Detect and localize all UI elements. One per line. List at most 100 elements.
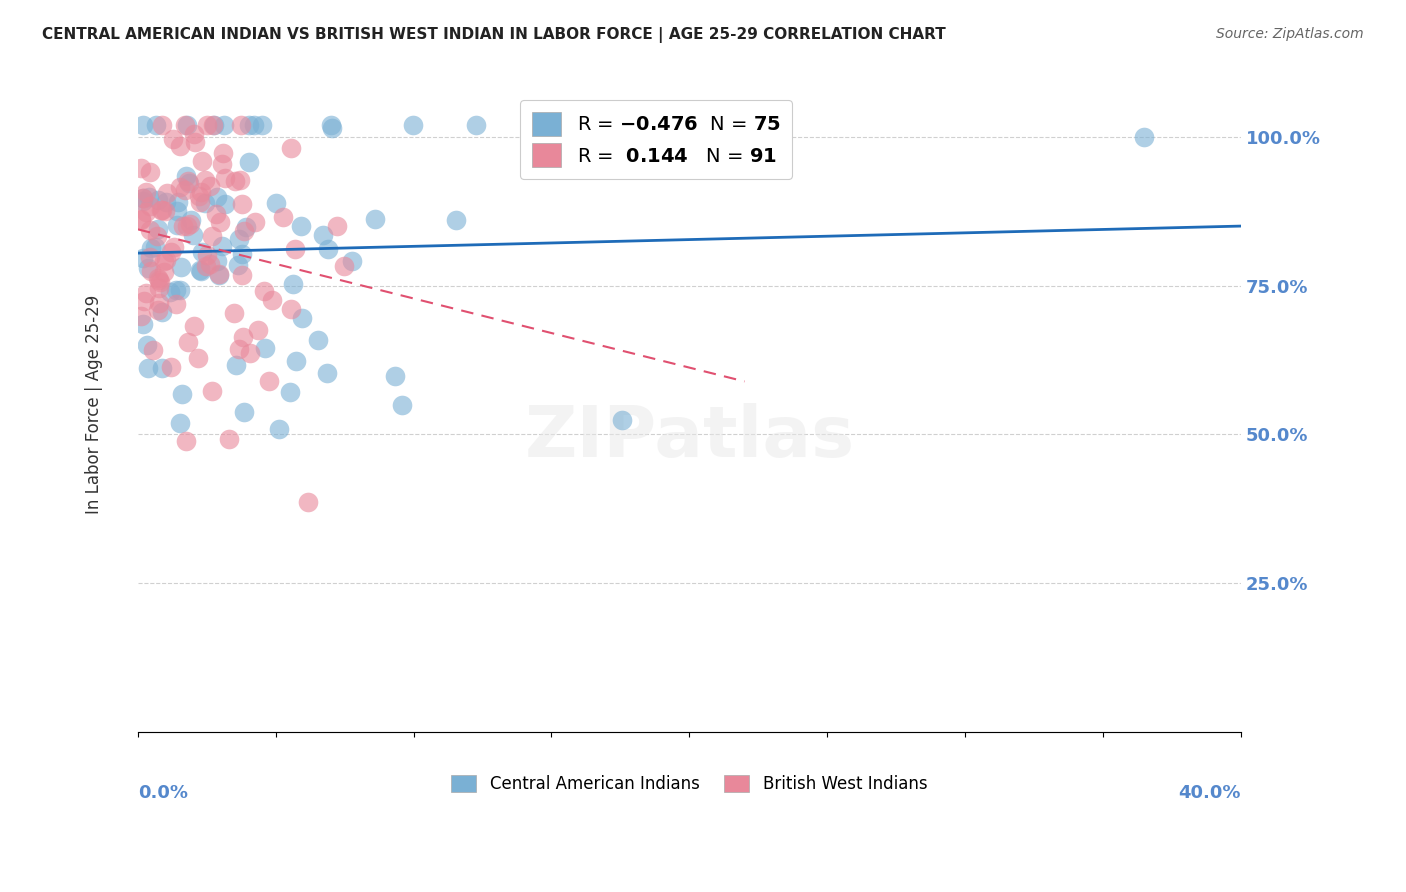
Point <box>180 213 202 227</box>
Point <box>232 330 254 344</box>
Point <box>148 194 170 208</box>
Point <box>188 189 211 203</box>
Point <box>129 213 152 227</box>
Point <box>297 495 319 509</box>
Point <box>150 203 173 218</box>
Point <box>243 214 266 228</box>
Point <box>152 118 174 132</box>
Point <box>214 171 236 186</box>
Point <box>150 304 173 318</box>
Point <box>231 197 253 211</box>
Point <box>181 228 204 243</box>
Point <box>195 118 218 132</box>
Point <box>141 241 163 255</box>
Point <box>169 283 191 297</box>
Point <box>319 118 342 132</box>
Point <box>188 195 211 210</box>
Point <box>132 317 155 331</box>
Text: 40.0%: 40.0% <box>1178 784 1241 802</box>
Point <box>284 354 307 368</box>
Point <box>139 223 162 237</box>
Point <box>190 185 212 199</box>
Point <box>194 195 217 210</box>
Point <box>200 257 222 271</box>
Point <box>179 176 201 190</box>
Point <box>191 244 214 259</box>
Point <box>142 343 165 357</box>
Point <box>145 118 167 132</box>
Point <box>326 219 349 233</box>
Point <box>290 219 312 234</box>
Point <box>170 260 193 274</box>
Point <box>307 333 329 347</box>
Point <box>165 283 187 297</box>
Point <box>278 384 301 399</box>
Point <box>148 295 170 310</box>
Point <box>172 219 194 233</box>
Point <box>155 253 177 268</box>
Point <box>280 301 302 316</box>
Point <box>238 155 260 169</box>
Point <box>1133 129 1156 144</box>
Point <box>155 203 177 218</box>
Point <box>212 118 235 132</box>
Point <box>131 191 153 205</box>
Point <box>225 358 247 372</box>
Point <box>176 118 198 132</box>
Point <box>228 232 250 246</box>
Point <box>190 263 212 277</box>
Point <box>250 118 273 132</box>
Point <box>136 338 159 352</box>
Point <box>284 242 307 256</box>
Point <box>174 169 197 184</box>
Point <box>174 434 197 449</box>
Legend: Central American Indians, British West Indians: Central American Indians, British West I… <box>443 767 936 802</box>
Point <box>172 387 194 401</box>
Point <box>135 185 157 199</box>
Point <box>238 118 260 132</box>
Point <box>402 118 425 132</box>
Point <box>195 248 218 262</box>
Point <box>191 154 214 169</box>
Point <box>208 215 231 229</box>
Point <box>176 219 198 233</box>
Point <box>129 310 152 324</box>
Point <box>257 375 280 389</box>
Point <box>162 132 184 146</box>
Point <box>214 197 236 211</box>
Point <box>205 254 228 268</box>
Point <box>132 191 155 205</box>
Point <box>194 259 217 273</box>
Point <box>152 265 174 279</box>
Point <box>159 359 181 374</box>
Text: ZIPatlas: ZIPatlas <box>524 402 855 472</box>
Point <box>179 217 201 231</box>
Point <box>129 161 152 175</box>
Point <box>231 268 253 283</box>
Point <box>253 284 276 298</box>
Point <box>132 293 155 308</box>
Point <box>149 276 172 290</box>
Point <box>218 433 240 447</box>
Point <box>247 323 270 337</box>
Point <box>233 405 256 419</box>
Point <box>138 251 160 265</box>
Point <box>205 206 228 220</box>
Point <box>267 422 290 436</box>
Point <box>167 195 190 210</box>
Point <box>316 242 339 256</box>
Point <box>166 204 188 219</box>
Point <box>148 303 170 318</box>
Point <box>169 180 191 194</box>
Point <box>222 306 245 320</box>
Point <box>155 195 177 210</box>
Point <box>311 228 333 243</box>
Point <box>139 165 162 179</box>
Point <box>198 178 221 193</box>
Point <box>132 118 155 132</box>
Point <box>141 264 163 278</box>
Text: Source: ZipAtlas.com: Source: ZipAtlas.com <box>1216 27 1364 41</box>
Point <box>207 189 229 203</box>
Point <box>211 146 233 161</box>
Point <box>228 173 250 187</box>
